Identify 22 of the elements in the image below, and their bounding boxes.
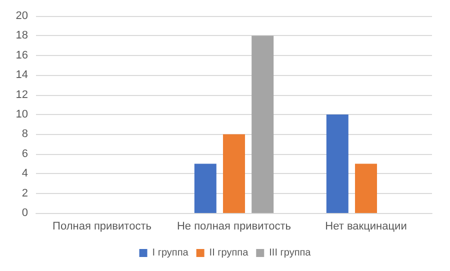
y-tick-label: 8: [22, 128, 28, 140]
y-tick-label: 4: [22, 168, 28, 180]
bar: [223, 134, 245, 213]
y-tick-label: 20: [16, 10, 28, 22]
bar: [194, 164, 216, 213]
y-tick-label: 14: [16, 69, 28, 82]
y-tick-label: 18: [16, 30, 28, 42]
legend-label: I группа: [152, 248, 189, 258]
legend-label: II группа: [209, 248, 249, 258]
x-tick-label: Полная привитость: [52, 220, 152, 232]
y-tick-label: 16: [16, 49, 28, 62]
y-tick-label: 0: [22, 207, 28, 219]
y-tick-label: 12: [16, 88, 28, 101]
legend-label: III группа: [269, 248, 312, 258]
y-tick-label: 2: [22, 187, 28, 200]
y-tick-label: 10: [16, 108, 28, 120]
x-tick-label: Не полная привитость: [176, 220, 292, 232]
bar: [355, 164, 377, 213]
x-tick-label: Нет вакцинации: [325, 220, 407, 232]
bar: [326, 114, 348, 213]
bar: [252, 36, 274, 213]
y-tick-label: 6: [22, 148, 28, 160]
